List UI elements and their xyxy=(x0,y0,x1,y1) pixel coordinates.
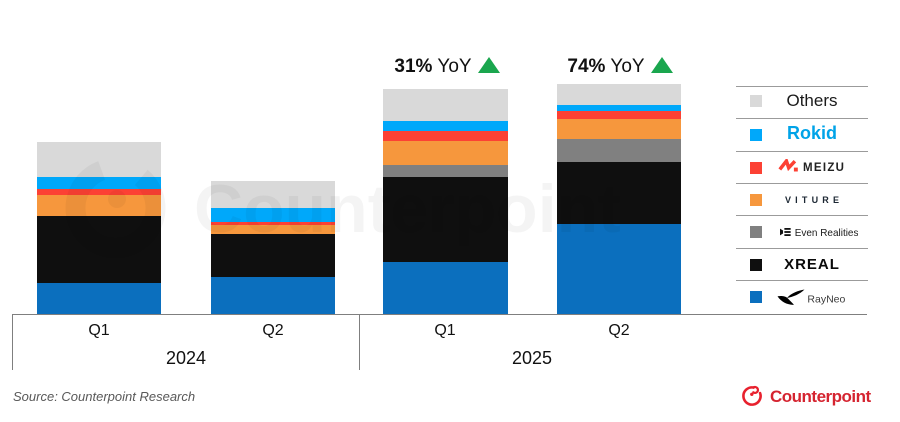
svg-text:Even Realities: Even Realities xyxy=(795,228,858,238)
svg-text:MEIZU: MEIZU xyxy=(803,162,845,174)
svg-text:RayNeo: RayNeo xyxy=(807,293,845,305)
svg-text:Counterpoint: Counterpoint xyxy=(770,387,872,406)
